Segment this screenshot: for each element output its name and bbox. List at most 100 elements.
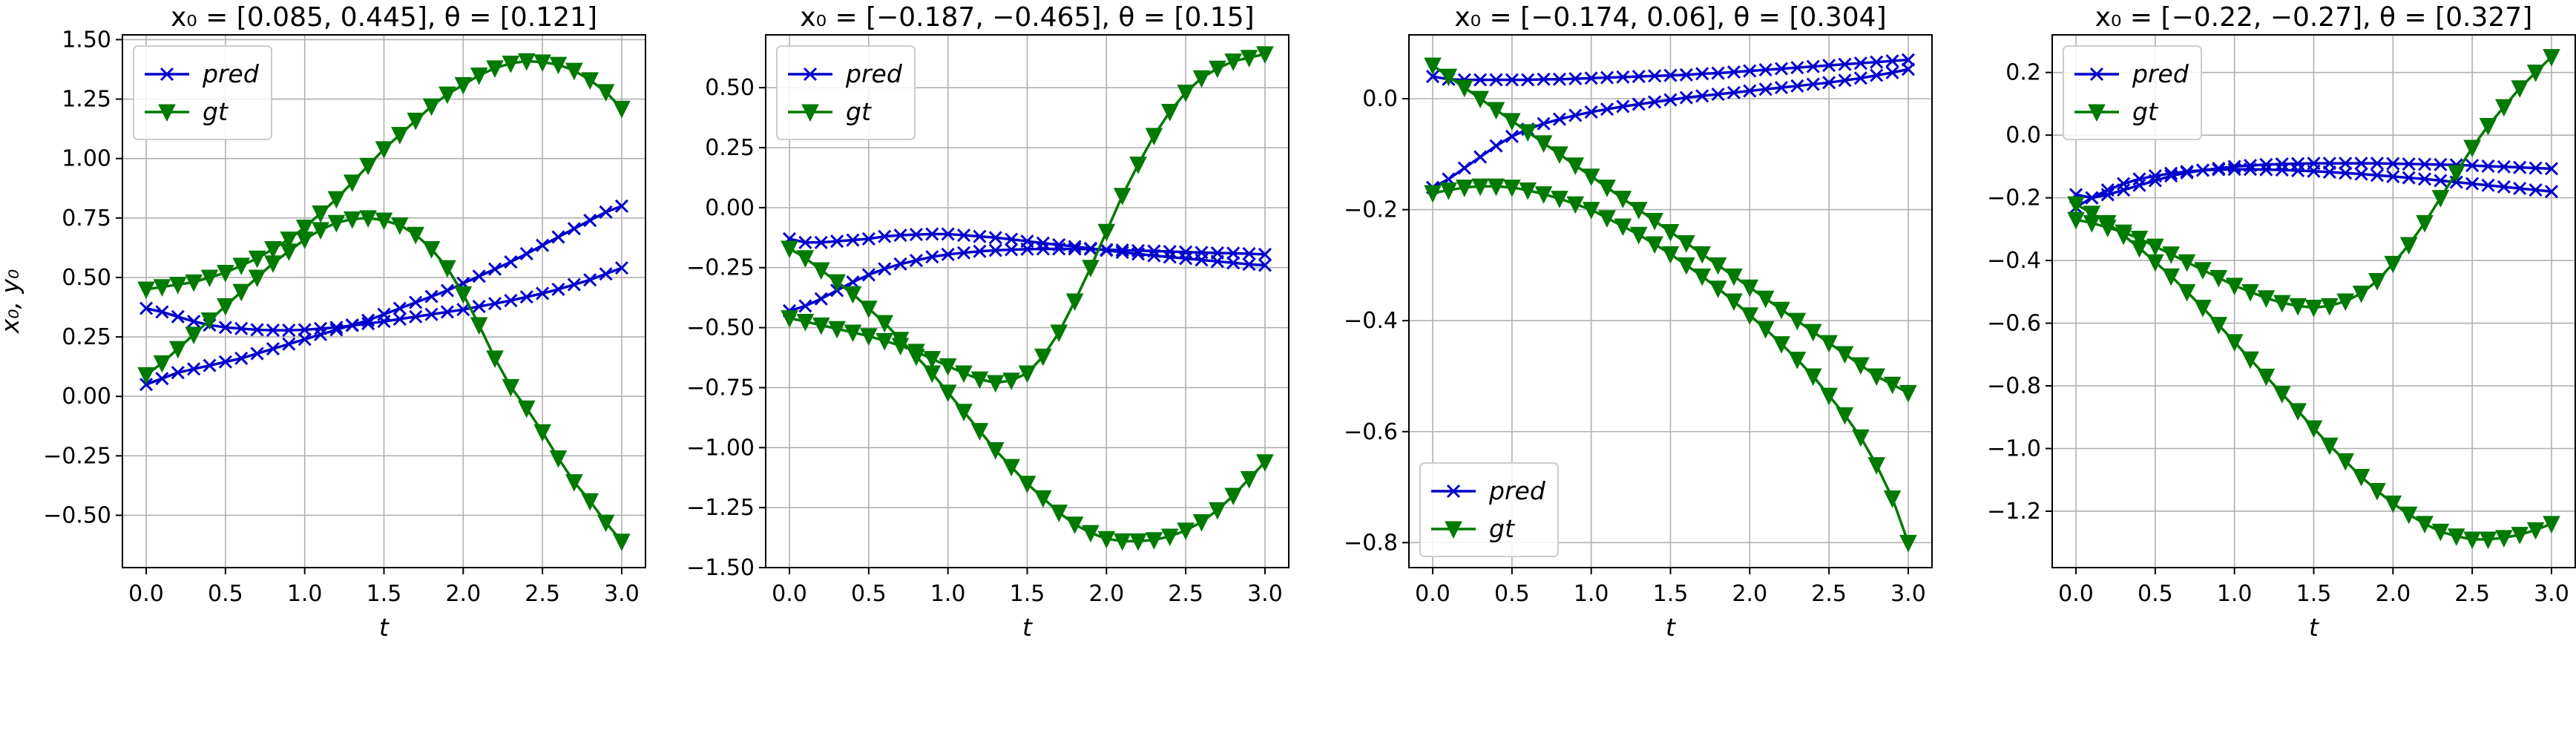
data-point-pred xyxy=(1163,250,1177,264)
data-point-pred xyxy=(2148,168,2162,183)
data-point-pred xyxy=(1505,73,1519,87)
data-point-gt xyxy=(860,328,878,346)
data-point-gt xyxy=(1519,182,1537,200)
legend-marker-pred xyxy=(160,67,174,82)
data-point-gt xyxy=(2067,196,2085,214)
data-point-pred xyxy=(155,305,169,319)
data-point-gt xyxy=(2463,531,2481,550)
data-point-pred xyxy=(878,229,892,243)
data-point-pred xyxy=(187,362,201,376)
data-point-pred xyxy=(2481,159,2495,174)
x-tick-label: 2.0 xyxy=(1088,581,1124,607)
data-point-gt xyxy=(549,56,568,75)
legend-marker-pred xyxy=(803,67,818,82)
data-point-pred xyxy=(1020,242,1034,256)
legend: pred gt xyxy=(1419,462,1559,557)
data-point-gt xyxy=(1614,218,1632,237)
data-point-gt xyxy=(2399,506,2418,525)
data-point-gt xyxy=(200,312,219,330)
y-tick-label: 0.50 xyxy=(62,265,111,291)
data-point-gt xyxy=(828,321,846,339)
data-point-gt xyxy=(844,286,862,304)
y-tick-label: −0.2 xyxy=(1344,197,1398,223)
data-point-gt xyxy=(1582,168,1600,186)
data-point-gt xyxy=(2209,269,2228,288)
data-point-pred xyxy=(1537,116,1551,131)
data-point-pred xyxy=(1521,73,1535,87)
series-markers-gt xyxy=(781,240,1274,551)
data-point-gt xyxy=(343,211,361,229)
y-tick-label: −0.25 xyxy=(43,443,111,469)
data-point-gt xyxy=(375,212,393,231)
data-point-gt xyxy=(1050,505,1068,522)
y-tick-label: 0.25 xyxy=(705,135,755,161)
data-point-gt xyxy=(486,350,504,369)
data-point-pred xyxy=(250,323,264,337)
data-point-gt xyxy=(1741,307,1759,325)
data-point-gt xyxy=(217,298,234,316)
data-point-pred xyxy=(1100,243,1114,257)
data-point-gt xyxy=(2321,298,2339,316)
data-point-gt xyxy=(1852,357,1870,375)
data-point-pred xyxy=(139,301,154,315)
y-tick-label: 0.2 xyxy=(2005,60,2041,86)
data-point-gt xyxy=(264,240,282,259)
y-axis-label: x₀, y₀ xyxy=(0,269,24,335)
data-point-pred xyxy=(2402,171,2416,185)
data-point-pred xyxy=(1242,257,1256,272)
y-tick-label: −0.8 xyxy=(1987,373,2041,399)
data-point-gt xyxy=(2289,403,2307,421)
data-point-gt xyxy=(613,100,631,119)
data-point-gt xyxy=(1065,293,1084,312)
data-point-pred xyxy=(345,318,359,332)
data-point-gt xyxy=(781,310,798,328)
data-point-gt xyxy=(1788,352,1807,370)
x-tick-label: 0.0 xyxy=(2058,581,2094,607)
data-point-gt xyxy=(1192,514,1211,532)
y-tick-label: −1.25 xyxy=(686,495,755,521)
data-point-pred xyxy=(282,337,296,351)
data-point-pred xyxy=(250,346,264,361)
data-point-gt xyxy=(2289,298,2307,316)
data-point-pred xyxy=(1679,91,1693,105)
data-point-pred xyxy=(1616,70,1630,84)
data-point-gt xyxy=(1097,531,1116,549)
data-point-gt xyxy=(2304,420,2323,439)
x-tick-label: 0.5 xyxy=(2138,581,2173,607)
data-point-gt xyxy=(1678,257,1695,275)
series-markers-gt xyxy=(1424,178,1917,553)
data-point-pred xyxy=(2243,162,2258,177)
x-tick-label: 0.5 xyxy=(1494,581,1530,607)
data-point-gt xyxy=(422,98,441,116)
data-point-pred xyxy=(925,227,939,241)
data-point-pred xyxy=(814,292,828,306)
data-point-gt xyxy=(1836,346,1854,364)
data-point-gt xyxy=(2273,295,2291,313)
panel-title: x₀ = [0.085, 0.445], θ = [0.121] xyxy=(171,2,597,33)
data-point-pred xyxy=(440,283,455,298)
legend-label-pred: pred xyxy=(2132,59,2189,88)
data-point-gt xyxy=(2368,483,2386,501)
legend: pred gt xyxy=(776,45,916,140)
data-point-gt xyxy=(1582,202,1600,220)
data-point-gt xyxy=(613,533,631,551)
data-point-pred xyxy=(893,257,907,271)
x-tick-label: 2.0 xyxy=(2375,581,2411,607)
data-point-gt xyxy=(860,300,878,318)
data-point-gt xyxy=(2083,206,2101,223)
data-point-gt xyxy=(1471,91,1489,109)
data-point-pred xyxy=(1457,161,1471,175)
data-point-pred xyxy=(988,243,1002,257)
data-point-gt xyxy=(1503,113,1521,131)
data-point-pred xyxy=(2117,177,2131,191)
data-point-pred xyxy=(1584,71,1598,85)
data-point-pred xyxy=(2085,191,2099,205)
data-point-pred xyxy=(2370,157,2385,171)
data-point-gt xyxy=(1725,293,1743,312)
data-point-gt xyxy=(1455,79,1473,98)
data-point-gt xyxy=(2526,65,2545,82)
data-point-pred xyxy=(2465,159,2480,173)
data-point-pred xyxy=(2386,157,2400,171)
data-point-pred xyxy=(1226,246,1241,260)
data-point-pred xyxy=(798,235,812,249)
